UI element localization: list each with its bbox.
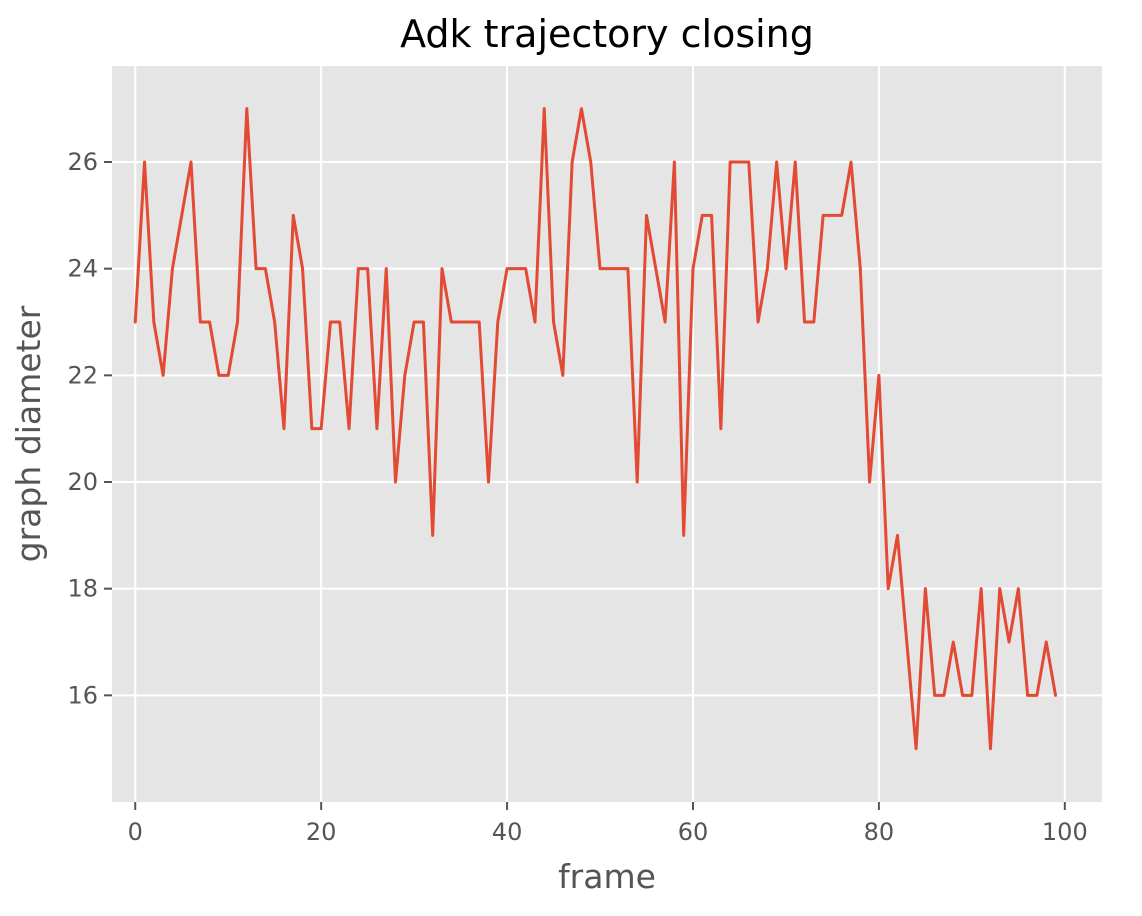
x-tick-label: 20 (306, 818, 337, 846)
x-tick-label: 0 (128, 818, 143, 846)
plot-area (112, 66, 1102, 802)
y-axis-label: graph diameter (9, 305, 48, 562)
series-layer (133, 107, 1058, 751)
y-tick-label: 24 (67, 255, 98, 283)
x-gridlines (134, 66, 1066, 802)
y-tick-label: 22 (67, 361, 98, 389)
x-axis-label: frame (558, 857, 656, 896)
y-tick-label: 26 (67, 148, 98, 176)
x-tick-label: 40 (492, 818, 523, 846)
y-axis-ticks: 16 18 20 22 24 26 (67, 148, 112, 709)
x-tick-label: 60 (678, 818, 709, 846)
chart-title: Adk trajectory closing (400, 12, 814, 56)
x-tick-label: 100 (1042, 818, 1088, 846)
y-tick-label: 16 (67, 681, 98, 709)
series-line (133, 107, 1058, 751)
x-tick-label: 80 (864, 818, 895, 846)
x-axis-ticks: 0 20 40 60 80 100 (128, 802, 1088, 846)
y-gridlines (112, 161, 1102, 697)
y-tick-label: 18 (67, 575, 98, 603)
y-tick-label: 20 (67, 468, 98, 496)
